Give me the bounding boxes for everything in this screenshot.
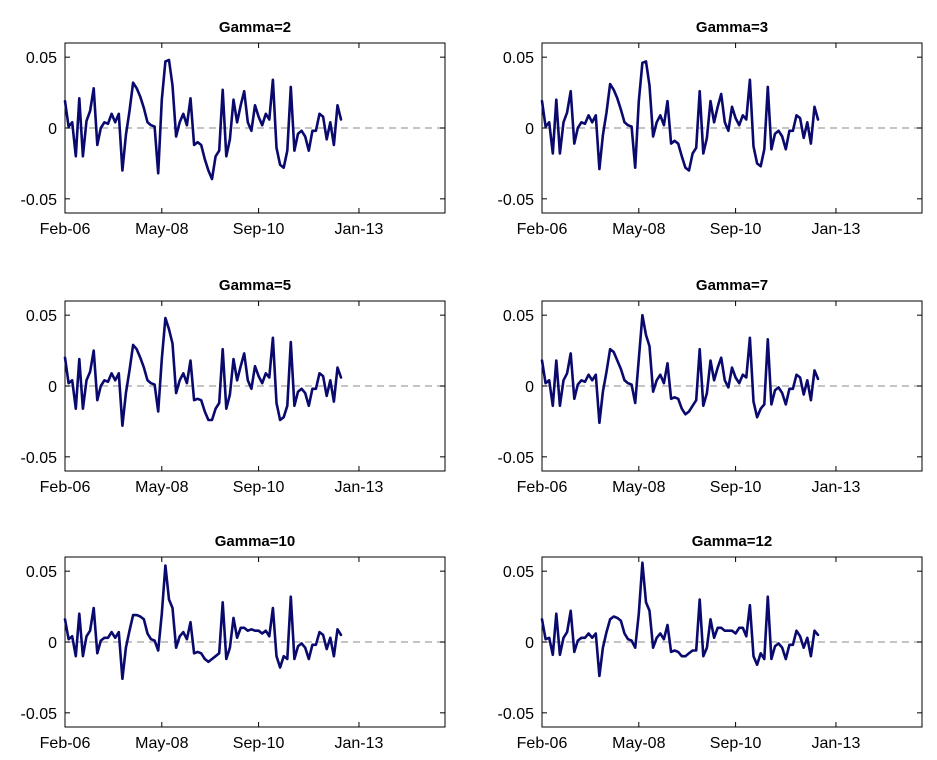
chart-panel: Gamma=2 0.05 0 -0.05 Feb-06 May-08 Sep-10 Jan-1… [21, 19, 446, 238]
x-tick-label: Sep-10 [233, 735, 285, 752]
axes-box [541, 42, 923, 214]
x-tick-label: Jan-13 [335, 479, 384, 496]
x-tick-label: Feb-06 [517, 735, 568, 752]
chart-title: Gamma=3 [696, 19, 768, 36]
x-tick-label: May-08 [612, 735, 665, 752]
series-line [63, 58, 343, 181]
series-line [63, 564, 343, 681]
y-tick-label: -0.05 [498, 450, 535, 467]
chart-title: Gamma=7 [696, 277, 768, 294]
x-tick-label: Sep-10 [233, 479, 285, 496]
y-tick-label: 0 [48, 635, 57, 652]
x-tick-label: Jan-13 [812, 221, 861, 238]
chart-panel: Gamma=7 0.05 0 -0.05 Feb-06 May-08 Sep-10 Jan-1… [498, 277, 923, 496]
y-tick-label: 0.05 [26, 308, 57, 325]
x-tick-label: Feb-06 [40, 221, 91, 238]
y-tick-label: -0.05 [21, 192, 58, 209]
y-tick-label: 0 [525, 635, 534, 652]
y-tick-label: 0.05 [503, 308, 534, 325]
axes-box [541, 556, 923, 728]
x-tick-label: Sep-10 [233, 221, 285, 238]
series-line [540, 313, 820, 425]
x-tick-label: May-08 [135, 479, 188, 496]
x-tick-label: Sep-10 [710, 735, 762, 752]
panels-layer: Gamma=2 0.05 0 -0.05 Feb-06 May-08 Sep-10 Jan-1… [21, 19, 923, 752]
x-tick-label: Sep-10 [710, 479, 762, 496]
chart-panel: Gamma=3 0.05 0 -0.05 Feb-06 May-08 Sep-10 Jan-1… [498, 19, 923, 238]
chart-panel: Gamma=10 0.05 0 -0.05 Feb-06 May-08 Sep-10 Jan-… [21, 533, 446, 752]
x-tick-label: May-08 [135, 221, 188, 238]
y-tick-label: -0.05 [498, 706, 535, 723]
y-tick-label: 0.05 [503, 564, 534, 581]
chart-panel: Gamma=12 0.05 0 -0.05 Feb-06 May-08 Sep-10 Jan-… [498, 533, 923, 752]
x-tick-label: Feb-06 [517, 221, 568, 238]
y-tick-label: 0 [525, 379, 534, 396]
x-tick-label: Sep-10 [710, 221, 762, 238]
chart-title: Gamma=10 [215, 533, 295, 550]
y-tick-label: 0 [525, 121, 534, 138]
axes-box [541, 300, 923, 472]
axes-box [64, 42, 446, 214]
y-tick-label: 0.05 [26, 50, 57, 67]
x-tick-label: Feb-06 [40, 479, 91, 496]
x-tick-label: Jan-13 [812, 479, 861, 496]
x-tick-label: May-08 [612, 221, 665, 238]
series-line [540, 60, 820, 172]
x-tick-label: Jan-13 [812, 735, 861, 752]
chart-panel: Gamma=5 0.05 0 -0.05 Feb-06 May-08 Sep-10 Jan-1… [21, 277, 446, 496]
y-tick-label: -0.05 [21, 706, 58, 723]
x-tick-label: May-08 [612, 479, 665, 496]
axes-box [64, 556, 446, 728]
chart-title: Gamma=5 [219, 277, 291, 294]
y-tick-label: -0.05 [498, 192, 535, 209]
y-tick-label: -0.05 [21, 450, 58, 467]
x-tick-label: Feb-06 [517, 479, 568, 496]
y-tick-label: 0.05 [503, 50, 534, 67]
axes-box [64, 300, 446, 472]
series-line [540, 561, 820, 678]
y-tick-label: 0 [48, 379, 57, 396]
x-tick-label: Feb-06 [40, 735, 91, 752]
series-line [63, 316, 343, 428]
x-tick-label: May-08 [135, 735, 188, 752]
x-tick-label: Jan-13 [335, 735, 384, 752]
y-tick-label: 0 [48, 121, 57, 138]
chart-title: Gamma=2 [219, 19, 291, 36]
y-tick-label: 0.05 [26, 564, 57, 581]
x-tick-label: Jan-13 [335, 221, 384, 238]
chart-title: Gamma=12 [692, 533, 772, 550]
